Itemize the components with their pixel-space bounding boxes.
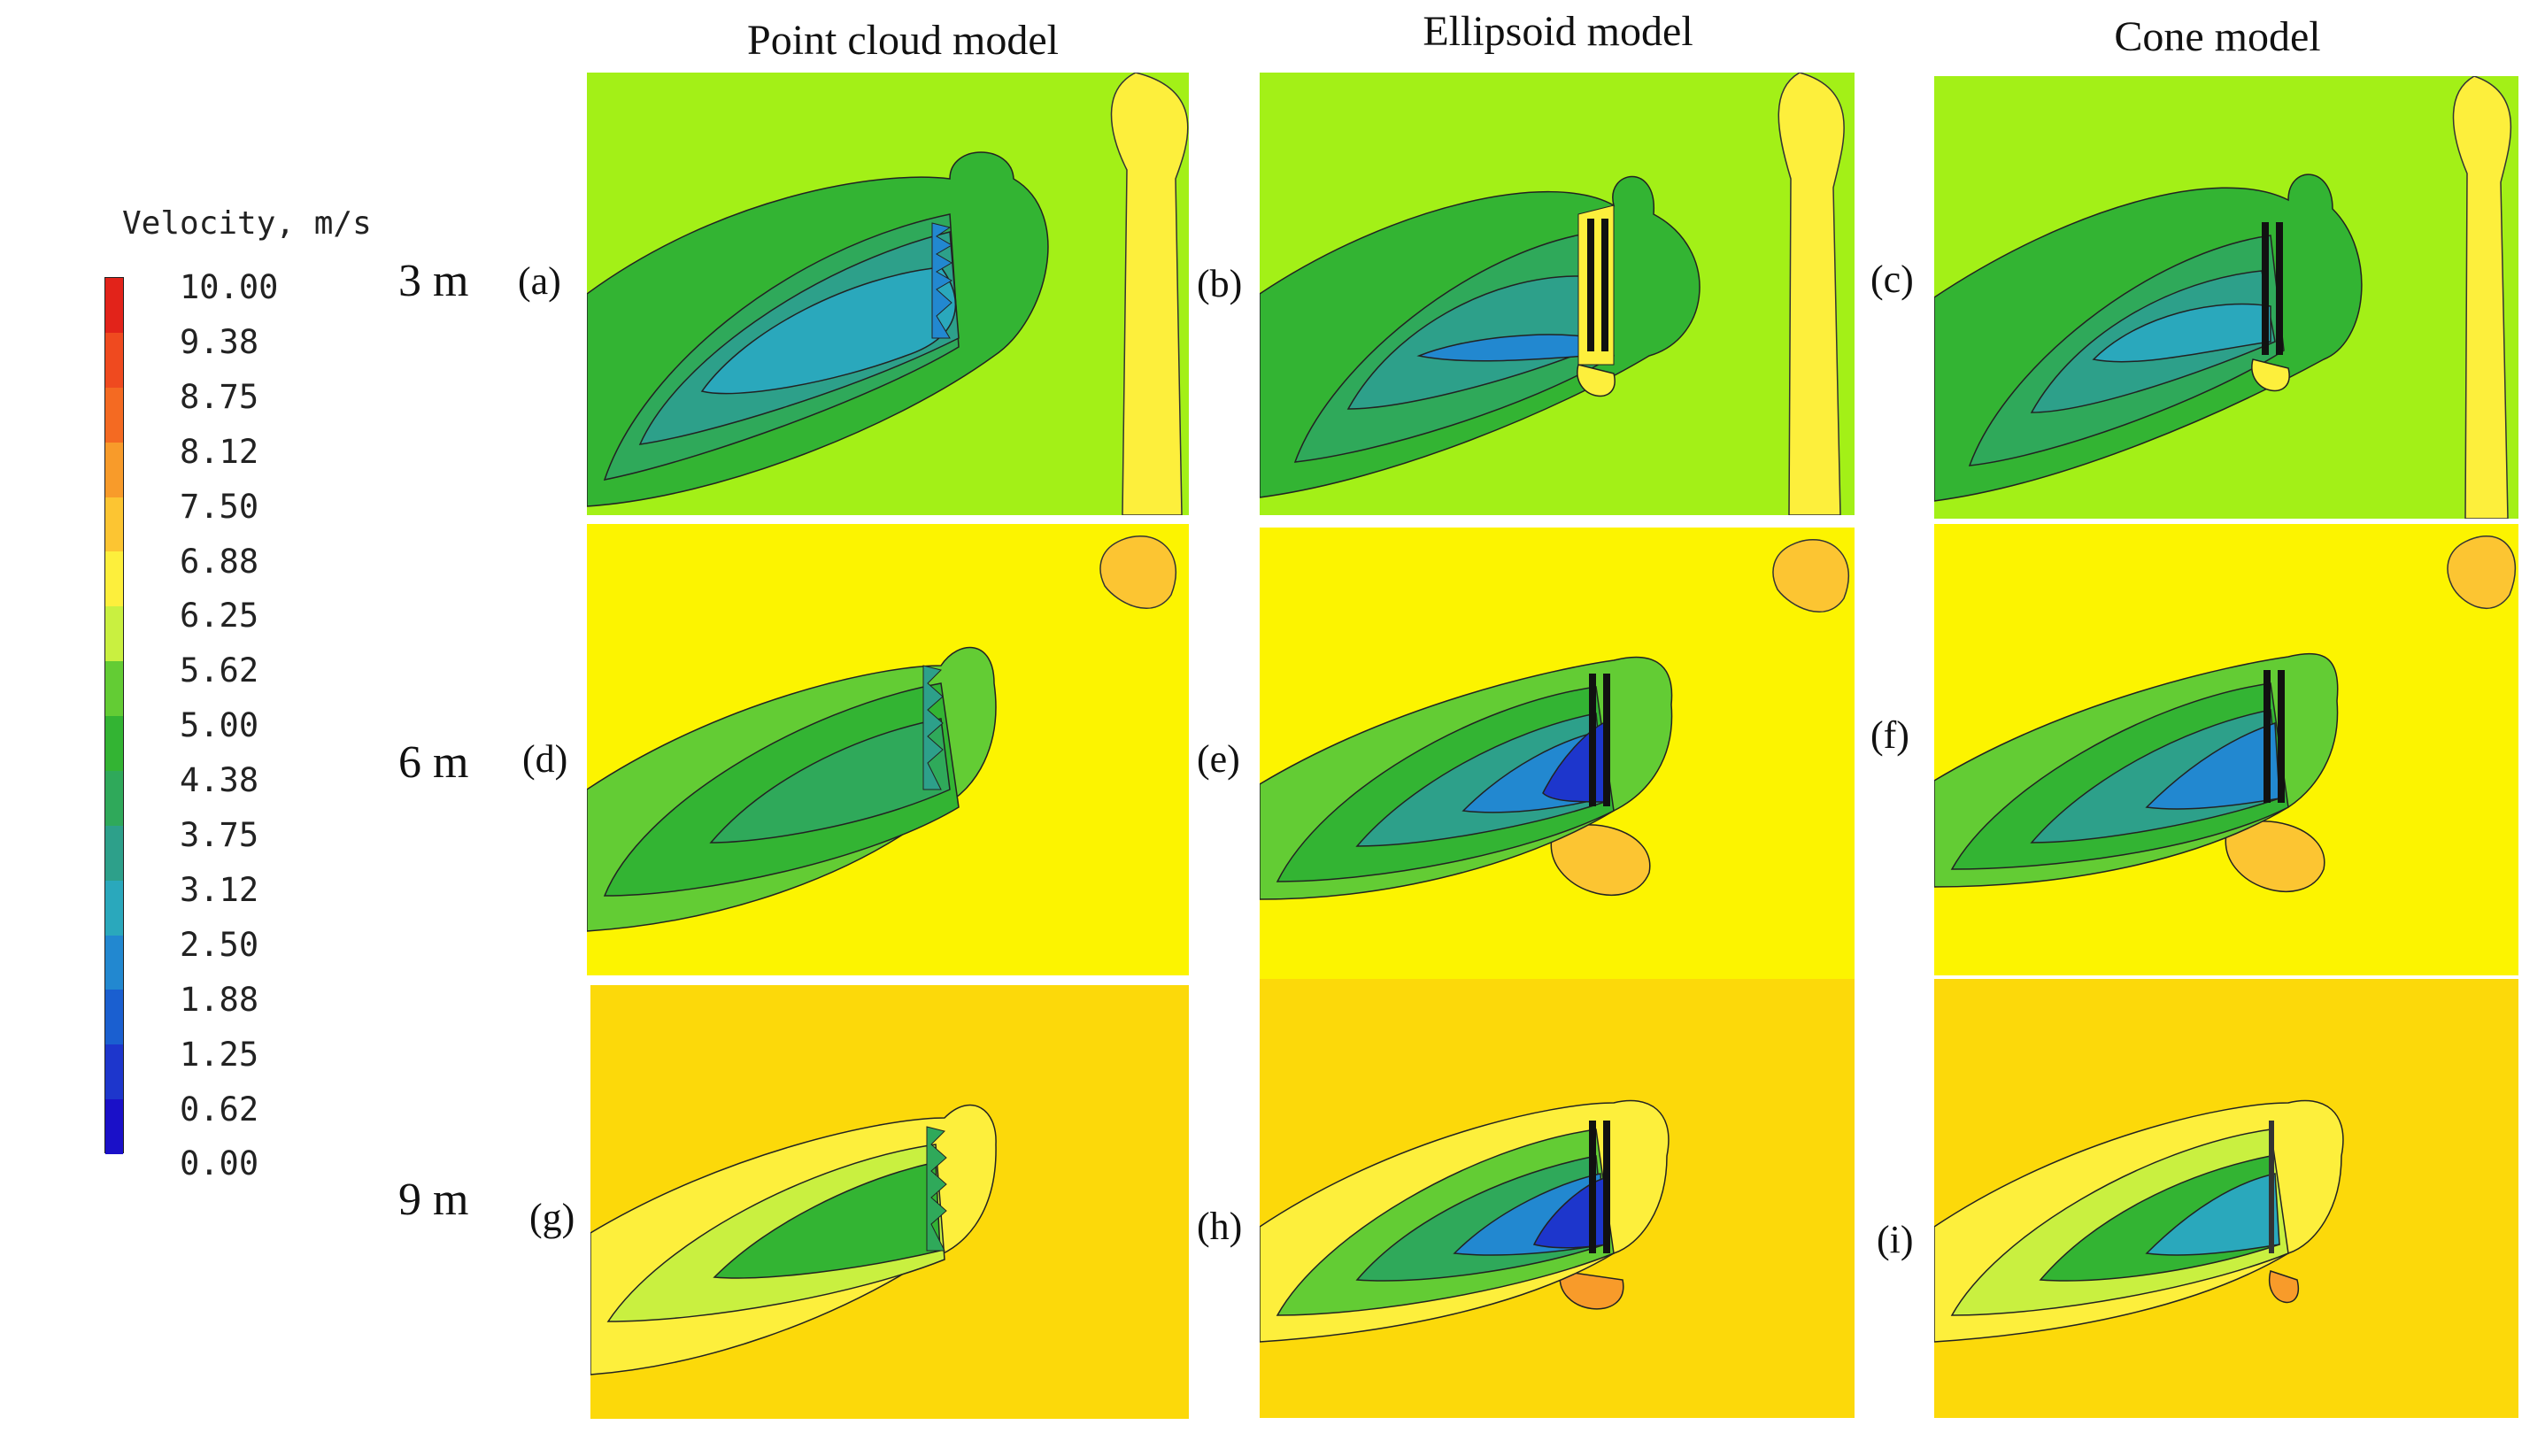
column-title-point-cloud: Point cloud model: [747, 17, 1059, 64]
legend-color-segment: [105, 935, 123, 990]
panel-label-h: (h): [1197, 1205, 1243, 1248]
legend-value-label: 9.38: [180, 322, 259, 361]
legend-value-label: 5.62: [180, 651, 259, 690]
legend-color-segment: [105, 1044, 123, 1100]
panel-label-f: (f): [1870, 713, 1909, 757]
legend-color-segment: [105, 278, 123, 333]
legend-color-segment: [105, 716, 123, 771]
legend-color-segment: [105, 825, 123, 881]
legend-value-label: 10.00: [180, 268, 279, 306]
column-title-cone: Cone model: [2114, 13, 2321, 60]
legend-value-label: 3.75: [180, 816, 259, 854]
legend-color-segment: [105, 770, 123, 826]
legend-color-segment: [105, 497, 123, 552]
panel-label-e: (e): [1197, 737, 1240, 781]
legend-color-segment: [105, 442, 123, 497]
panel-a-contour: [587, 73, 1189, 515]
panel-h-contour: [1260, 979, 1855, 1418]
legend-color-segment: [105, 606, 123, 662]
panel-label-g: (g): [529, 1196, 575, 1239]
panel-i-contour: [1934, 979, 2518, 1418]
legend-color-segment: [105, 880, 123, 936]
legend-value-label: 5.00: [180, 706, 259, 745]
panel-g-contour: [590, 985, 1189, 1419]
legend-value-label: 1.88: [180, 980, 259, 1019]
panel-label-b: (b): [1197, 262, 1243, 305]
legend-color-segment: [105, 1099, 123, 1154]
legend-value-label: 0.62: [180, 1090, 259, 1129]
row-label-6m: 6 m: [398, 737, 469, 788]
panel-b-contour: [1260, 73, 1855, 515]
panel-d-contour: [587, 524, 1189, 975]
legend-color-segment: [105, 990, 123, 1045]
row-label-9m: 9 m: [398, 1175, 469, 1225]
panel-label-a: (a): [518, 259, 561, 303]
legend-value-label: 8.12: [180, 432, 259, 471]
legend-value-label: 6.25: [180, 597, 259, 636]
row-label-3m: 3 m: [398, 256, 469, 306]
panel-label-c: (c): [1870, 258, 1914, 301]
legend-color-segment: [105, 661, 123, 716]
legend-value-label: 2.50: [180, 925, 259, 964]
legend-title: Velocity, m/s: [122, 205, 372, 242]
legend-value-label: 1.25: [180, 1035, 259, 1074]
legend-value-label: 6.88: [180, 542, 259, 581]
panel-e-contour: [1260, 528, 1855, 979]
legend-color-segment: [105, 551, 123, 607]
panel-label-i: (i): [1877, 1218, 1914, 1261]
legend-value-label: 4.38: [180, 761, 259, 800]
legend-value-label: 7.50: [180, 487, 259, 526]
legend-color-segment: [105, 387, 123, 443]
panel-f-contour: [1934, 524, 2518, 975]
legend-color-segment: [105, 332, 123, 388]
panel-label-d: (d): [522, 737, 568, 781]
legend-value-label: 8.75: [180, 377, 259, 416]
legend-value-label: 3.12: [180, 870, 259, 909]
legend-colorbar: [104, 277, 124, 1154]
panel-c-contour: [1934, 76, 2518, 519]
column-title-ellipsoid: Ellipsoid model: [1423, 8, 1693, 55]
legend-value-label: 0.00: [180, 1144, 259, 1183]
